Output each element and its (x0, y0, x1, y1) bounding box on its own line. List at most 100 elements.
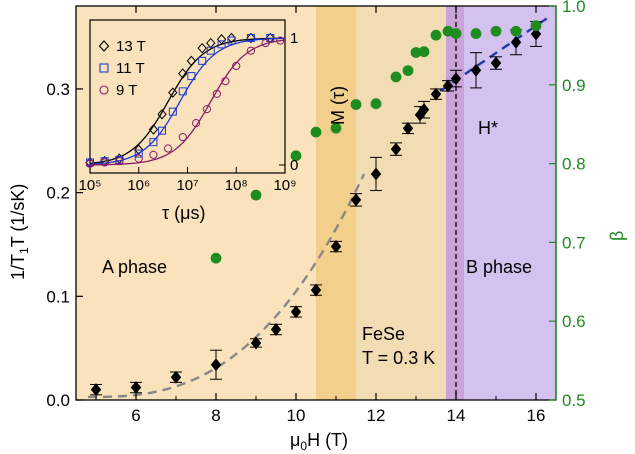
inset-y-axis-title: M (τ) (328, 86, 348, 125)
relaxation-rate-point (418, 103, 430, 117)
beta-point (470, 28, 482, 39)
inset-point (187, 72, 196, 81)
relaxation-rate-point (442, 79, 454, 93)
beta-point (402, 65, 414, 77)
inset-x-tick-label: 10⁷ (176, 177, 198, 194)
inset-point (115, 157, 124, 166)
inset-point (149, 150, 158, 159)
y-left-tick-label: 0.2 (46, 184, 70, 203)
svg-text:τ (μs): τ (μs) (162, 203, 205, 223)
fit-line-gray (88, 173, 366, 399)
beta-point (210, 252, 222, 264)
a-phase-label: A phase (102, 257, 167, 277)
x-tick-label: 10 (287, 406, 306, 425)
x-tick-label: 6 (131, 406, 140, 425)
inset-point (198, 56, 207, 65)
beta-point (418, 46, 430, 58)
y-right-tick-label: 0.5 (562, 391, 586, 410)
relaxation-rate-point (250, 336, 262, 350)
inset-x-tick-label: 10⁶ (127, 177, 150, 194)
beta-point (350, 99, 362, 110)
beta-point (450, 28, 462, 39)
beta-point (370, 98, 382, 110)
relaxation-rate-point (310, 283, 322, 297)
svg-text:μ0H (T): μ0H (T) (290, 430, 348, 453)
y-right-tick-label: 0.8 (562, 155, 586, 174)
inset-panel: 10⁵ 10⁶ 10⁷ 10⁸ 10⁹ 0 1 13 T 11 T 9 T (79, 19, 298, 194)
y-axis-right-title: β (607, 231, 627, 241)
beta-point (410, 47, 422, 58)
relaxation-rate-point (402, 121, 414, 135)
inset-x-axis-title: τ (μs) (162, 203, 205, 223)
relaxation-rate-point (430, 87, 442, 101)
inset-point (261, 38, 270, 48)
relaxation-rate-point (170, 370, 182, 384)
inset-point (276, 36, 285, 45)
inset-point (227, 36, 236, 45)
relaxation-rate-point (390, 142, 402, 156)
region-crossover-light (356, 6, 446, 400)
relaxation-rate-point (450, 72, 462, 86)
beta-point (330, 122, 342, 134)
relaxation-rate-point (350, 193, 362, 207)
beta-point (250, 189, 262, 201)
y-left-tick-label: 0.3 (46, 80, 70, 99)
beta-point (530, 20, 542, 32)
b-phase-label: B phase (466, 257, 532, 277)
relaxation-rate-point (330, 240, 342, 254)
inset-legend-marker (99, 85, 109, 95)
inset-curve-0 (89, 37, 285, 164)
inset-point (178, 132, 187, 142)
inset-x-tick-label: 10⁹ (273, 177, 296, 194)
inset-point (134, 144, 144, 156)
inset-point (85, 159, 95, 168)
beta-point (290, 150, 302, 162)
inset-legend-label: 9 T (116, 82, 137, 99)
inset-point (148, 124, 159, 135)
inset-point (134, 149, 143, 158)
beta-point (430, 29, 442, 41)
x-axis-title: μ0H (T) (290, 430, 348, 453)
inset-point (168, 107, 177, 116)
x-tick-label: 14 (447, 406, 466, 425)
y-right-tick-label: 0.7 (562, 233, 586, 252)
beta-point (510, 25, 522, 37)
inset-point (178, 87, 187, 96)
svg-text:β: β (607, 231, 627, 241)
inset-point (246, 32, 256, 44)
inset-point (221, 77, 230, 86)
inset-legend-label: 13 T (116, 38, 146, 55)
main-axes: 6 8 10 12 14 160.00.10.20.30.50.60.70.80.91.0 (46, 0, 585, 425)
relaxation-rate-point (210, 358, 222, 372)
svg-text:M (τ): M (τ) (328, 86, 348, 125)
inset-point (186, 55, 197, 67)
inset-point (217, 40, 226, 49)
beta-point (390, 71, 402, 83)
svg-text:1/T1T (1/sK): 1/T1T (1/sK) (8, 184, 31, 280)
inset-legend-marker (99, 63, 109, 73)
inset-point (206, 46, 215, 55)
inset-point (216, 34, 227, 45)
x-tick-label: 16 (527, 406, 546, 425)
inset-point (191, 118, 201, 128)
inset-point (168, 87, 178, 98)
relaxation-rate-point (130, 381, 142, 395)
y-left-tick-label: 0.1 (46, 287, 70, 306)
relaxation-rate-point (530, 27, 542, 41)
inset-point (202, 105, 211, 114)
inset-point (149, 138, 158, 147)
inset-point (178, 68, 188, 79)
relaxation-rate-point (270, 322, 282, 336)
x-tick-label: 12 (367, 406, 386, 425)
y-axis-left-title: 1/T1T (1/sK) (8, 184, 31, 280)
beta-point (490, 25, 502, 37)
inset-point (100, 158, 109, 167)
relaxation-rate-point (510, 35, 522, 49)
beta-point (310, 126, 322, 138)
inset-point (246, 34, 255, 42)
relaxation-rate-point (290, 305, 302, 319)
inset-x-tick-label: 10⁵ (79, 177, 102, 194)
relaxation-rate-point (470, 63, 482, 77)
